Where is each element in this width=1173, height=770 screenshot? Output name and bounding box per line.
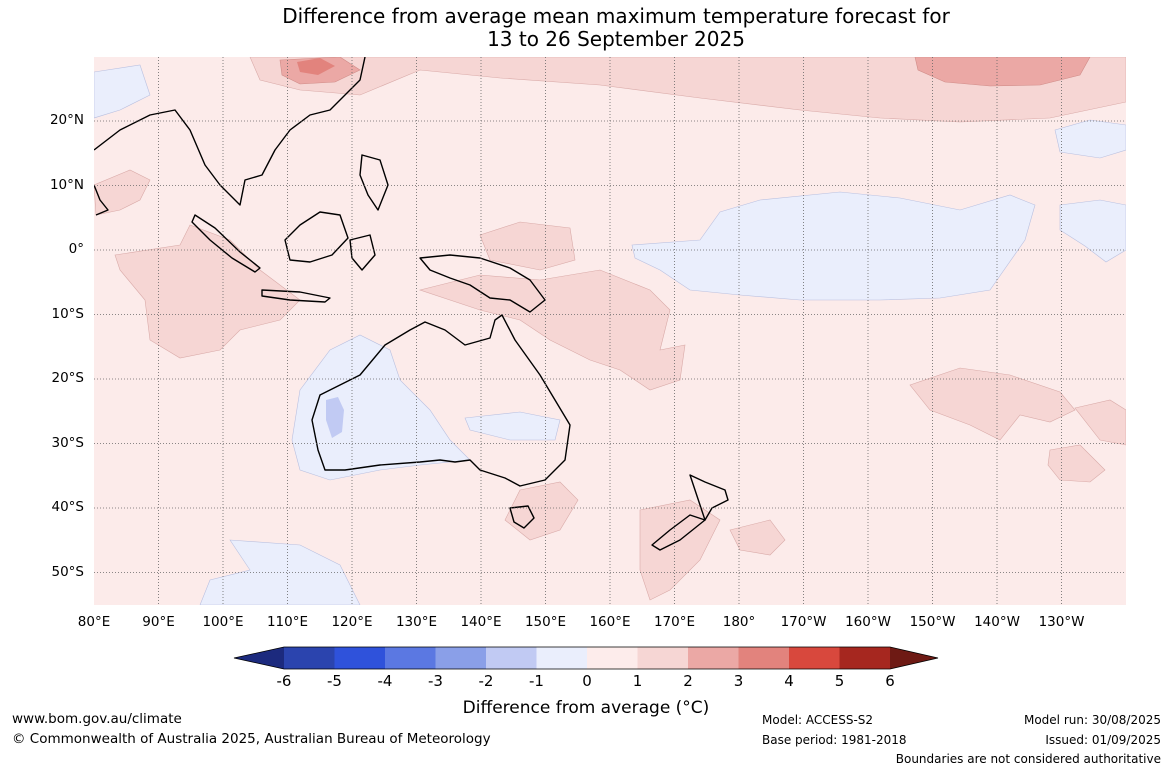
anomaly-region-wa-cool [326, 397, 344, 438]
lon-label-170w: 170°W [780, 614, 827, 630]
colorbar-segment-1 [284, 647, 335, 669]
colorbar-segment-2 [334, 647, 385, 669]
colorbar-segment-low-extend [234, 647, 284, 669]
anomaly-region-new-zealand [639, 499, 721, 601]
map-title-line1: Difference from average mean maximum tem… [282, 4, 950, 28]
sumatra-coastline [191, 214, 261, 273]
colorbar-segment-high-extend [890, 647, 938, 669]
colorbar-segment-9 [688, 647, 739, 669]
lat-label-40s: 40°S [51, 499, 85, 515]
tasmania-coastline [509, 505, 535, 529]
anomaly-region-far-east [1074, 399, 1126, 446]
australia-coastline [311, 314, 571, 487]
colorbar-segment-8 [637, 647, 688, 669]
anomaly-1-2-regions [94, 57, 1126, 601]
colorbar-segment-7 [587, 647, 638, 669]
anomaly-region-east-pacific [1047, 444, 1106, 483]
anomaly-region-north-pacific [249, 57, 1126, 123]
lat-label-20n: 20°N [49, 112, 84, 128]
lon-grid-lines [158, 57, 1062, 605]
colorbar-tick: -2 [478, 672, 494, 690]
lon-label-110e: 110°E [266, 614, 309, 630]
lon-label-90e: 90°E [142, 614, 175, 630]
anomaly-region-pacific-warm [479, 221, 576, 271]
colorbar-segment-10 [738, 647, 789, 669]
source-url: www.bom.gov.au/climate [12, 711, 182, 727]
colorbar-tick: -5 [327, 672, 342, 690]
borneo-coastline [284, 211, 349, 263]
colorbar-tick: 2 [683, 672, 693, 690]
anomaly-region-north-pacific-warm [914, 57, 1091, 87]
boundaries-disclaimer: Boundaries are not considered authoritat… [895, 752, 1161, 766]
coastlines [94, 57, 729, 551]
colorbar-tick: -1 [529, 672, 544, 690]
java-coastline [261, 289, 331, 303]
lon-label-150w: 150°W [909, 614, 956, 630]
colorbar-segment-12 [839, 647, 890, 669]
anomaly-region-south-pacific [909, 367, 1076, 441]
model-name: Model: ACCESS-S2 [762, 713, 874, 727]
lon-label-130e: 130°E [395, 614, 438, 630]
philippines-coastline [359, 154, 389, 211]
new-guinea-coastline [419, 254, 546, 313]
colorbar-tick: -6 [276, 672, 292, 690]
mainland-asia-coastline [94, 57, 366, 206]
lat-label-10s: 10°S [51, 306, 85, 322]
colorbar [233, 646, 939, 670]
lon-label-170e: 170°E [653, 614, 696, 630]
lon-label-160w: 160°W [845, 614, 891, 630]
issued-date: Issued: 01/09/2025 [1045, 733, 1161, 747]
anomaly-region-coral-sea [418, 269, 686, 391]
colorbar-segment-3 [385, 647, 436, 669]
lat-label-10n: 10°N [49, 177, 84, 193]
anomaly-region-north-central-pacific [1054, 119, 1126, 159]
colorbar-tick: 4 [784, 672, 794, 690]
colorbar-tick: 3 [733, 672, 744, 690]
colorbar-title: Difference from average (°C) [462, 698, 710, 718]
colorbar-segment-5 [486, 647, 537, 669]
anomaly-region-equatorial-pacific [631, 191, 1036, 301]
lon-label-140e: 140°E [460, 614, 502, 630]
lon-label-180: 180° [722, 614, 756, 630]
colorbar-segment-4 [435, 647, 486, 669]
lon-label-140w: 140°W [974, 614, 1020, 630]
lon-label-100e: 100°E [202, 614, 244, 630]
lon-label-150e: 150°E [524, 614, 567, 630]
lat-label-20s: 20°S [51, 370, 85, 386]
anomaly-region-southern-australia [464, 411, 561, 441]
lon-label-80e: 80°E [77, 614, 111, 630]
lat-label-0: 0° [68, 241, 84, 257]
colorbar-segment-6 [536, 647, 587, 669]
anomaly-region-southern-ocean [729, 519, 786, 556]
colorbar-tick: -3 [428, 672, 443, 690]
india-coastline [94, 184, 109, 216]
colorbar-tick: 5 [834, 672, 845, 690]
lon-label-160e: 160°E [589, 614, 631, 630]
lon-label-120e: 120°E [331, 614, 373, 630]
anomaly-region-western-australia [291, 334, 471, 481]
copyright-notice: © Commonwealth of Australia 2025, Austra… [12, 731, 491, 747]
anomaly-region-indochina-west [94, 64, 151, 119]
anomaly-region-east-asia-hot [297, 58, 335, 75]
colorbar-tick: 1 [632, 672, 643, 690]
colorbar-tick: 0 [582, 672, 592, 690]
base-period: Base period: 1981-2018 [762, 733, 907, 747]
forecast-map [94, 57, 1126, 605]
anomaly-region-east-equatorial [1059, 199, 1126, 263]
colorbar-tick: 6 [885, 672, 895, 690]
model-run-date: Model run: 30/08/2025 [1023, 713, 1161, 727]
colorbar-outline [233, 646, 939, 670]
lat-label-50s: 50°S [51, 564, 85, 580]
anomaly-region-tasman [504, 481, 579, 541]
new-zealand-south-coastline [651, 514, 706, 551]
colorbar-segment-11 [789, 647, 840, 669]
colorbar-tick: -4 [377, 672, 393, 690]
anomaly-negative-regions [94, 64, 1126, 605]
lat-label-30s: 30°S [51, 435, 85, 451]
map-title-line2: 13 to 26 September 2025 [487, 27, 745, 51]
lon-label-130w: 130°W [1038, 614, 1085, 630]
